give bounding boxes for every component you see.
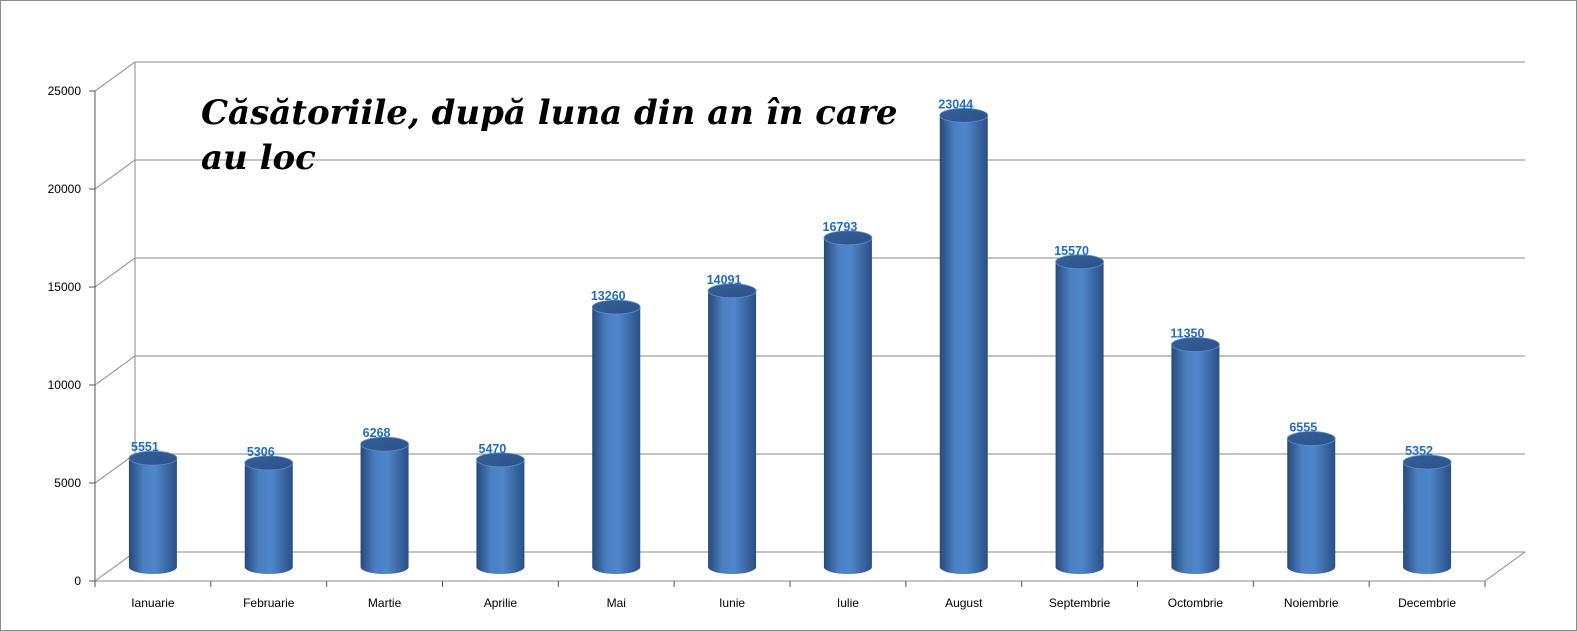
data-label: 5306: [247, 445, 275, 459]
gridline-depth: [94, 355, 136, 386]
data-label: 6555: [1289, 421, 1317, 435]
bar: [476, 452, 525, 574]
bar-top: [1171, 337, 1220, 352]
x-tick-label: Aprilie: [484, 596, 518, 610]
bar: [1171, 337, 1220, 574]
y-tick-label: 25000: [48, 84, 82, 98]
bar-body: [1055, 261, 1104, 574]
x-tick-label: Noiembrie: [1284, 596, 1339, 610]
bar-body: [244, 463, 293, 574]
y-tick-label: 10000: [48, 378, 82, 392]
data-label: 13260: [591, 289, 626, 303]
x-tick-label: August: [945, 596, 983, 610]
bar-top: [476, 452, 525, 468]
bar-top: [939, 107, 989, 123]
gridline-depth: [94, 453, 136, 484]
x-tick-label: Iunie: [719, 596, 745, 610]
x-tick-label: Octombrie: [1168, 596, 1224, 610]
bar-body: [939, 115, 988, 575]
bar-top: [1055, 254, 1104, 270]
bar-body: [476, 459, 525, 574]
y-tick-label: 0: [74, 574, 81, 588]
y-tick-label: 5000: [54, 476, 81, 490]
bar: [1402, 454, 1452, 574]
gridline-depth: [94, 159, 136, 190]
bar-body: [1287, 438, 1336, 574]
bar-top: [360, 436, 409, 452]
bar-body: [1403, 462, 1452, 574]
x-tick-label: Septembrie: [1049, 596, 1111, 610]
x-tick-label: Decembrie: [1398, 596, 1456, 610]
data-label: 14091: [707, 273, 742, 287]
data-label: 6268: [363, 426, 391, 440]
bar: [823, 230, 873, 575]
bar-body: [708, 290, 757, 574]
data-label: 5551: [131, 440, 159, 454]
axes: 0 5000 10000 15000 20000 25000 Ianuarie Februar…: [48, 62, 1526, 610]
data-label: 5470: [479, 442, 507, 456]
bar: [707, 283, 757, 574]
floor-side-edge: [1484, 551, 1526, 582]
bar-top: [1402, 454, 1452, 470]
gridline-depth: [94, 551, 136, 582]
data-label: 15570: [1054, 244, 1089, 258]
chart-title-line-1: Căsătoriile, după luna din an în care: [201, 93, 898, 133]
data-label: 16793: [823, 220, 858, 234]
bar-body: [360, 444, 409, 574]
y-tick-label: 20000: [48, 182, 82, 196]
bar-body: [592, 307, 641, 574]
bar: [939, 107, 989, 575]
bar-top: [591, 299, 641, 315]
gridline-depth: [94, 61, 136, 92]
bars: [128, 107, 1452, 575]
bar: [360, 436, 409, 574]
data-labels: 5551 5306 6268 5470 13260 14091 16793 23044 1557…: [131, 97, 1433, 459]
chart-title-line-2: au loc: [201, 138, 316, 178]
y-tick-label: 15000: [48, 280, 82, 294]
bar-body: [823, 237, 872, 575]
bar: [1286, 431, 1336, 574]
x-tick-label: Februarie: [243, 596, 295, 610]
data-label: 23044: [938, 97, 973, 111]
bar-body: [128, 458, 177, 574]
x-tick-label: Martie: [368, 596, 402, 610]
x-tick-label: Iulie: [837, 596, 859, 610]
data-label: 5352: [1405, 444, 1433, 458]
x-tick-label: Ianuarie: [131, 596, 175, 610]
data-label: 11350: [1170, 327, 1204, 341]
bar-top: [823, 230, 873, 246]
bar: [244, 455, 294, 574]
bar-top: [244, 455, 294, 471]
bar: [591, 299, 641, 574]
bar: [128, 450, 178, 574]
bar-top: [128, 450, 178, 466]
bar-top: [707, 283, 757, 299]
bar-body: [1171, 344, 1220, 574]
bar: [1055, 254, 1104, 574]
x-tick-label: Mai: [607, 596, 626, 610]
bar-top: [1286, 431, 1336, 446]
gridline-depth: [94, 257, 136, 288]
